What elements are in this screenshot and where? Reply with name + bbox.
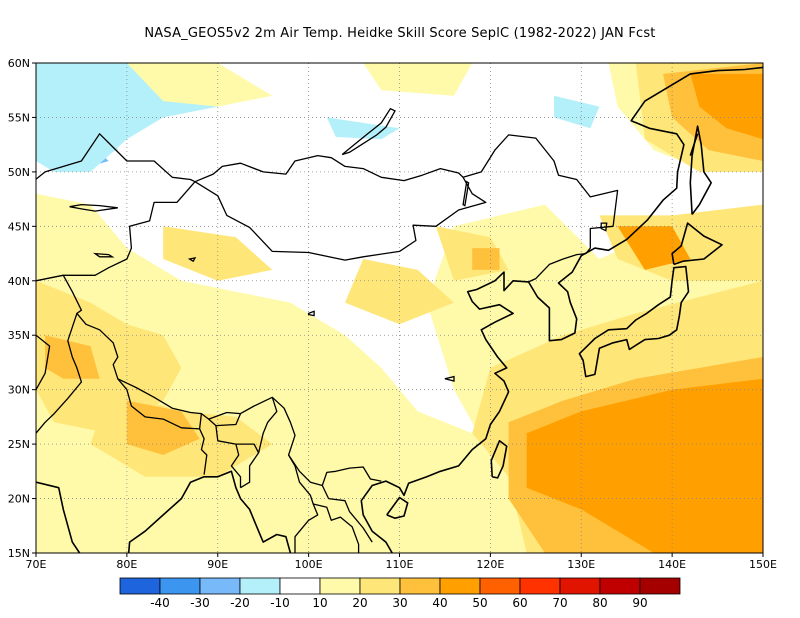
colorbar-label-9: 60 bbox=[512, 596, 527, 610]
colorbar-swatch-3 bbox=[239, 577, 281, 595]
country-border-4 bbox=[36, 334, 51, 391]
colorbar-swatch-4 bbox=[279, 577, 321, 595]
country-border-2 bbox=[194, 154, 464, 183]
colorbar-swatch-6 bbox=[359, 577, 401, 595]
country-border-9 bbox=[215, 425, 242, 488]
country-border-14 bbox=[321, 485, 373, 543]
colorbar-swatch-5 bbox=[319, 577, 361, 595]
skill-region-pos20-12 bbox=[163, 226, 273, 281]
country-border-1 bbox=[36, 134, 619, 283]
colorbar-label-0: -40 bbox=[150, 596, 170, 610]
country-border-6 bbox=[117, 378, 203, 430]
country-border-8 bbox=[199, 428, 208, 475]
country-border-7 bbox=[208, 413, 242, 427]
coastline-1 bbox=[127, 470, 292, 553]
skill-region-pos10-9 bbox=[363, 63, 473, 96]
skill-shading-layer bbox=[36, 63, 763, 553]
lat-tick-label-35: 35N bbox=[8, 329, 30, 342]
skill-region-pos20-10 bbox=[36, 280, 182, 434]
colorbar: -40 -30 -20 -10 10 20 30 40 50 60 70 80 90 bbox=[119, 577, 681, 610]
colorbar-label-1: -30 bbox=[190, 596, 210, 610]
colorbar-label-4: 10 bbox=[312, 596, 327, 610]
lon-tick-label-70: 70E bbox=[26, 558, 47, 571]
lake-outline-0 bbox=[341, 107, 396, 156]
country-border-10 bbox=[235, 443, 260, 489]
coastline-3 bbox=[578, 265, 690, 378]
gridlines bbox=[36, 63, 763, 553]
lon-tick-label-140: 140E bbox=[658, 558, 686, 571]
colorbar-label-8: 50 bbox=[472, 596, 487, 610]
colorbar-label-2: -20 bbox=[230, 596, 250, 610]
lat-tick-label-50: 50N bbox=[8, 166, 30, 179]
colorbar-label-7: 40 bbox=[432, 596, 447, 610]
colorbar-label-10: 70 bbox=[552, 596, 567, 610]
lake-outline-6 bbox=[600, 222, 608, 232]
coastline-0 bbox=[36, 481, 81, 553]
coastline-6 bbox=[490, 439, 508, 479]
lake-outline-4 bbox=[187, 256, 197, 263]
coastline-2 bbox=[308, 66, 763, 553]
map-title: NASA_GEOS5v2 2m Air Temp. Heidke Skill S… bbox=[144, 26, 656, 41]
skill-region-neg10-3 bbox=[326, 117, 400, 140]
colorbar-swatch-9 bbox=[479, 577, 521, 595]
colorbar-swatch-11 bbox=[559, 577, 601, 595]
lat-tick-label-25: 25N bbox=[8, 438, 30, 451]
skill-region-pos30-22 bbox=[472, 248, 500, 270]
skill-region-pos40-24 bbox=[690, 73, 763, 140]
coastline-8 bbox=[689, 133, 699, 156]
skill-region-pos40-23 bbox=[526, 378, 763, 553]
coastline-7 bbox=[386, 496, 409, 520]
skill-region-pos30-18 bbox=[126, 400, 200, 455]
lon-tick-label-110: 110E bbox=[386, 558, 414, 571]
colorbar-swatch-2 bbox=[199, 577, 241, 595]
country-border-3 bbox=[36, 133, 196, 183]
lon-tick-label-150: 150E bbox=[749, 558, 777, 571]
country-border-0 bbox=[36, 274, 382, 487]
lake-outline-1 bbox=[69, 203, 118, 212]
colorbar-label-11: 80 bbox=[592, 596, 607, 610]
lat-tick-label-60: 60N bbox=[8, 57, 30, 70]
colorbar-label-12: 90 bbox=[632, 596, 647, 610]
lake-outline-5 bbox=[462, 180, 470, 207]
country-border-11 bbox=[257, 397, 278, 453]
colorbar-label-5: 20 bbox=[352, 596, 367, 610]
lake-outline-2 bbox=[92, 252, 115, 258]
latitude-ticks: 15N 20N 25N 30N 35N 40N 45N 50N 55N 60N bbox=[8, 57, 36, 560]
lat-tick-label-15: 15N bbox=[8, 547, 30, 560]
skill-region-pos10-8 bbox=[126, 63, 273, 107]
lat-tick-label-30: 30N bbox=[8, 384, 30, 397]
colorbar-swatch-0 bbox=[119, 577, 161, 595]
colorbar-swatch-8 bbox=[439, 577, 481, 595]
lat-tick-label-20: 20N bbox=[8, 493, 30, 506]
lake-outline-7 bbox=[444, 375, 455, 382]
colorbar-swatch-12 bbox=[599, 577, 641, 595]
coastline-4 bbox=[671, 222, 723, 266]
lon-tick-label-80: 80E bbox=[116, 558, 137, 571]
colorbar-swatch-13 bbox=[639, 577, 681, 595]
lon-tick-label-100: 100E bbox=[295, 558, 323, 571]
lake-outline-3 bbox=[307, 310, 315, 317]
skill-region-neg10-4 bbox=[554, 95, 600, 129]
lat-tick-label-55: 55N bbox=[8, 111, 30, 124]
colorbar-label-6: 30 bbox=[392, 596, 407, 610]
colorbar-swatch-10 bbox=[519, 577, 561, 595]
colorbar-swatch-1 bbox=[159, 577, 201, 595]
lat-tick-label-40: 40N bbox=[8, 275, 30, 288]
country-border-5 bbox=[36, 313, 83, 434]
country-border-13 bbox=[313, 503, 360, 553]
coastline-5 bbox=[689, 125, 713, 215]
lon-tick-label-130: 130E bbox=[567, 558, 595, 571]
lon-tick-label-90: 90E bbox=[207, 558, 228, 571]
lon-tick-label-120: 120E bbox=[476, 558, 504, 571]
longitude-ticks: 70E 80E 90E 100E 110E 120E 130E 140E 150E bbox=[26, 553, 777, 571]
colorbar-label-3: -10 bbox=[270, 596, 290, 610]
colorbar-swatch-7 bbox=[399, 577, 441, 595]
coastline-border-layer bbox=[36, 66, 763, 553]
lat-tick-label-45: 45N bbox=[8, 220, 30, 233]
